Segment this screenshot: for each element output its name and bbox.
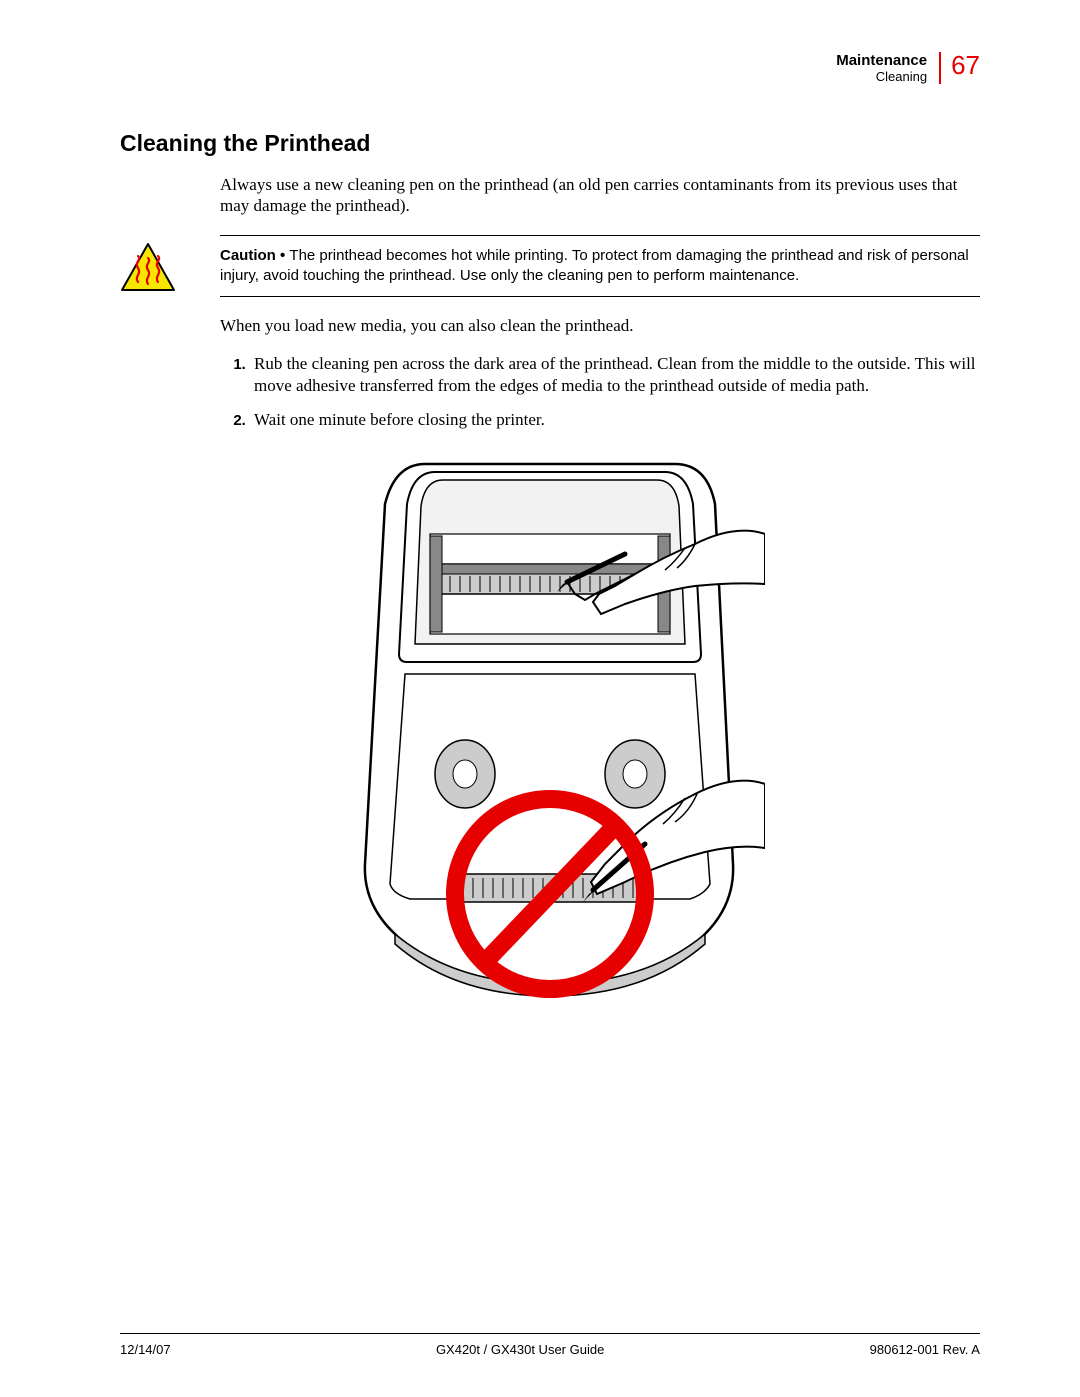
- section-title: Cleaning the Printhead: [120, 130, 980, 157]
- header-chapter: Maintenance: [836, 52, 927, 69]
- step-item: Wait one minute before closing the print…: [250, 409, 980, 431]
- header-divider: [939, 52, 941, 84]
- footer-doc-title: GX420t / GX430t User Guide: [436, 1342, 604, 1357]
- page-container: Maintenance Cleaning 67 Cleaning the Pri…: [0, 0, 1080, 1397]
- intro-paragraph: Always use a new cleaning pen on the pri…: [220, 174, 980, 217]
- page-footer: 12/14/07 GX420t / GX430t User Guide 9806…: [120, 1333, 980, 1357]
- lead-in-text: When you load new media, you can also cl…: [220, 315, 980, 336]
- header-section: Cleaning: [836, 69, 927, 84]
- hot-surface-icon: [120, 242, 176, 297]
- steps-list: Rub the cleaning pen across the dark are…: [220, 353, 980, 431]
- step-item: Rub the cleaning pen across the dark are…: [250, 353, 980, 397]
- printer-cleaning-illustration: [335, 444, 765, 1004]
- header-text-block: Maintenance Cleaning: [836, 52, 937, 84]
- footer-date: 12/14/07: [120, 1342, 171, 1357]
- page-number: 67: [951, 52, 980, 84]
- caution-body: The printhead becomes hot while printing…: [220, 247, 969, 284]
- footer-doc-number: 980612-001 Rev. A: [870, 1342, 980, 1357]
- page-header: Maintenance Cleaning 67: [836, 52, 980, 84]
- caution-label: Caution •: [220, 247, 289, 264]
- caution-block: Caution • The printhead becomes hot whil…: [220, 235, 980, 298]
- caution-text: Caution • The printhead becomes hot whil…: [220, 246, 980, 287]
